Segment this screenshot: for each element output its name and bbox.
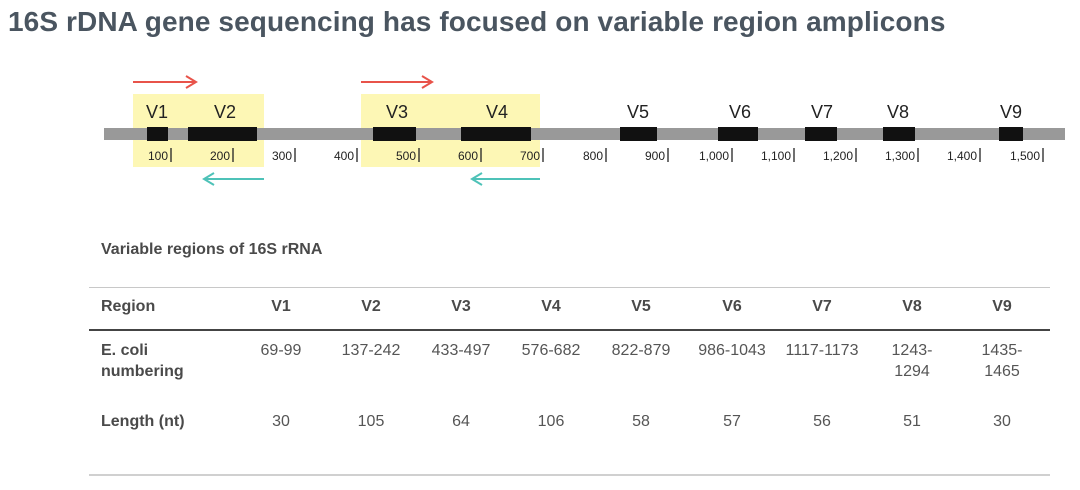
ecoli-numbering-v5: 822-879 <box>611 342 671 359</box>
length-v4: 106 <box>537 413 565 430</box>
region-label-v1: V1 <box>146 102 168 122</box>
header-v6: V6 <box>722 298 742 315</box>
scale-label-1500: 1,500 <box>1010 149 1040 163</box>
scale-label-100: 100 <box>148 149 168 163</box>
row-label-length: Length (nt) <box>101 413 185 430</box>
scale-label-1300: 1,300 <box>885 149 915 163</box>
scale-label-700: 700 <box>520 149 540 163</box>
region-block-v9 <box>999 127 1023 141</box>
ecoli-numbering-v6: 986-1043 <box>698 342 766 359</box>
scale-label-1400: 1,400 <box>947 149 977 163</box>
length-v5: 58 <box>632 413 650 430</box>
region-block-v8 <box>883 127 915 141</box>
header-v3: V3 <box>451 298 471 315</box>
region-block-v5 <box>620 127 657 141</box>
length-v7: 56 <box>813 413 831 430</box>
length-v6: 57 <box>723 413 741 430</box>
ecoli-numbering-v2: 137-242 <box>341 342 401 359</box>
header-region: Region <box>101 298 156 315</box>
region-block-v1 <box>147 127 168 141</box>
length-v2: 105 <box>357 413 385 430</box>
row-label-ecoli-numbering: E. coli numbering <box>101 342 184 380</box>
region-block-v2 <box>188 127 257 141</box>
ecoli-numbering-v4: 576-682 <box>521 342 581 359</box>
scale-label-500: 500 <box>396 149 416 163</box>
table-top-rule <box>89 287 1050 288</box>
table-header-rule <box>89 329 1050 331</box>
region-label-v4: V4 <box>486 102 508 122</box>
region-label-v7: V7 <box>811 102 833 122</box>
region-block-v3 <box>373 127 416 141</box>
ecoli-numbering-v3: 433-497 <box>431 342 491 359</box>
scale-label-800: 800 <box>583 149 603 163</box>
scale-label-600: 600 <box>458 149 478 163</box>
region-block-v6 <box>718 127 758 141</box>
length-v8: 51 <box>903 413 921 430</box>
ecoli-numbering-v1: 69-99 <box>260 342 302 359</box>
scale-label-1200: 1,200 <box>823 149 853 163</box>
region-label-v6: V6 <box>729 102 751 122</box>
scale-label-200: 200 <box>210 149 230 163</box>
reverse-primer-v4-arrow-icon <box>470 172 540 186</box>
header-v7: V7 <box>812 298 832 315</box>
header-v8: V8 <box>902 298 922 315</box>
scale-label-300: 300 <box>272 149 292 163</box>
page-title: 16S rDNA gene sequencing has focused on … <box>8 6 946 37</box>
ecoli-numbering-v8: 1243-1294 <box>891 342 933 380</box>
length-v9: 30 <box>993 413 1011 430</box>
region-label-v2: V2 <box>214 102 236 122</box>
ecoli-numbering-v7: 1117-1173 <box>785 342 859 359</box>
length-v3: 64 <box>452 413 470 430</box>
forward-primer-v3-arrow-icon <box>361 75 434 89</box>
region-label-v9: V9 <box>1000 102 1022 122</box>
region-block-v7 <box>805 127 837 141</box>
scale-tick-marks <box>170 148 1044 162</box>
header-v9: V9 <box>992 298 1012 315</box>
header-v5: V5 <box>631 298 651 315</box>
scale-label-1000: 1,000 <box>699 149 729 163</box>
region-block-v4 <box>461 127 531 141</box>
scale-label-1100: 1,100 <box>761 149 791 163</box>
region-label-v5: V5 <box>627 102 649 122</box>
length-v1: 30 <box>272 413 290 430</box>
forward-primer-v1-arrow-icon <box>133 75 198 89</box>
table-bottom-rule <box>89 474 1050 476</box>
region-label-v3: V3 <box>386 102 408 122</box>
header-v4: V4 <box>541 298 561 315</box>
header-v1: V1 <box>271 298 291 315</box>
16s-gene-diagram: V1 V2 V3 V4 V5 V6 V7 V8 V9 100 200 300 4… <box>104 75 1065 186</box>
header-v2: V2 <box>361 298 381 315</box>
scale-label-400: 400 <box>334 149 354 163</box>
ecoli-numbering-v9: 1435-1465 <box>981 342 1023 380</box>
table-caption: Variable regions of 16S rRNA <box>101 241 323 258</box>
reverse-primer-v2-arrow-icon <box>202 172 264 186</box>
scale-label-900: 900 <box>645 149 665 163</box>
region-label-v8: V8 <box>887 102 909 122</box>
